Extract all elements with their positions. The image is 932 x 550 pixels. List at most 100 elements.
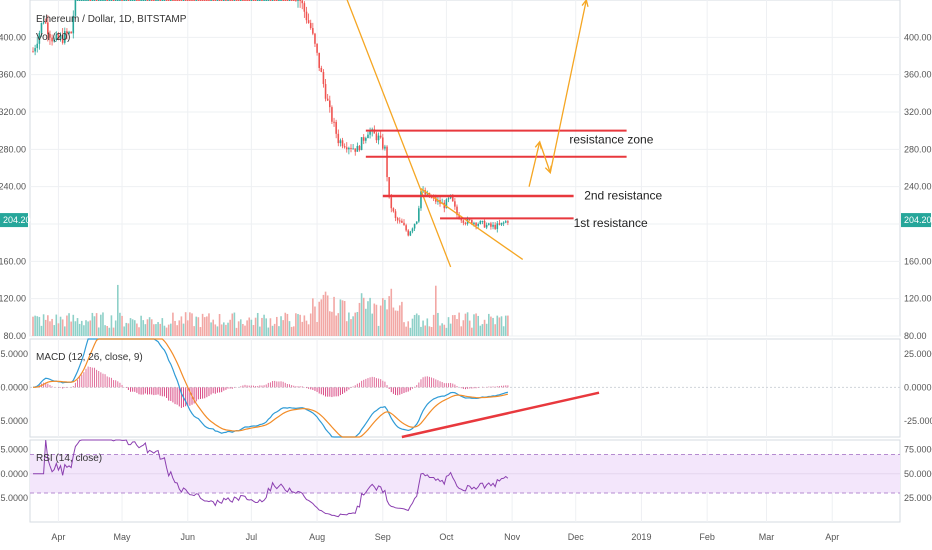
candle-body: [51, 37, 53, 42]
candle-body: [314, 33, 316, 44]
volume-bar: [307, 324, 310, 336]
volume-bar: [237, 321, 240, 336]
volume-bar: [432, 314, 435, 336]
volume-bar: [125, 322, 128, 336]
candle-body: [496, 223, 499, 229]
volume-bar: [494, 324, 496, 336]
price-tick-right: 320.00: [904, 107, 932, 117]
candle-body: [382, 137, 384, 149]
volume-bar: [248, 317, 251, 336]
candle-body: [47, 22, 49, 35]
volume-bar: [384, 299, 386, 336]
candle-body: [49, 34, 51, 38]
candle-body: [369, 131, 371, 135]
candle-body: [297, 0, 299, 1]
candle-body: [354, 148, 357, 152]
volume-bar: [365, 308, 367, 336]
candle-body: [350, 147, 352, 149]
macd-tick-left: -25.0000: [0, 416, 28, 426]
volume-bar: [53, 325, 55, 336]
candle-body: [454, 201, 456, 207]
candle-body: [301, 0, 304, 4]
volume-bar: [223, 322, 225, 336]
candle-body: [150, 0, 153, 1]
volume-bar: [263, 314, 265, 336]
macd-tick-right: 0.0000: [904, 382, 932, 392]
time-tick: Jul: [246, 532, 258, 542]
volume-bars: [32, 284, 509, 336]
volume-bar: [51, 318, 53, 336]
candle-body: [398, 220, 401, 222]
volume-bar: [66, 315, 68, 336]
last-price-tag-left: [0, 213, 28, 228]
candle-body: [418, 208, 420, 222]
volume-bar: [78, 323, 81, 336]
candle-body: [127, 0, 130, 1]
volume-bar: [218, 314, 221, 336]
annotations: resistance zone 2nd resistance 1st resista…: [346, 0, 663, 268]
candle-body: [227, 0, 229, 1]
volume-bar: [422, 320, 424, 336]
volume-bar: [80, 320, 83, 336]
time-tick: 2019: [631, 532, 651, 542]
candle-body: [502, 222, 505, 224]
volume-bar: [415, 313, 418, 336]
time-tick: Apr: [825, 532, 839, 542]
candle-body: [447, 198, 450, 200]
volume-label: Vol (20): [36, 32, 70, 43]
annotation-label: 2nd resistance: [584, 189, 662, 203]
volume-bar: [358, 302, 361, 336]
candle-body: [93, 0, 96, 1]
volume-bar: [55, 314, 58, 336]
volume-bar: [131, 319, 134, 336]
volume-bar: [411, 318, 414, 336]
volume-bar: [256, 312, 259, 336]
candle-body: [352, 148, 354, 150]
candle-body: [235, 0, 238, 1]
volume-bar: [148, 317, 151, 336]
candle-body: [184, 0, 187, 1]
volume-bar: [498, 317, 501, 336]
volume-bar: [468, 320, 471, 336]
volume-bar: [112, 327, 115, 336]
candle-body: [494, 224, 496, 229]
price-tick-left: 160.00: [0, 256, 26, 266]
candle-body: [91, 0, 94, 1]
candle-body: [259, 0, 261, 1]
volume-bar: [233, 312, 236, 336]
candle-body: [112, 0, 115, 1]
price-tick-right: 80.00: [904, 331, 927, 341]
candle-body: [460, 219, 463, 221]
volume-bar: [418, 315, 420, 336]
candle-body: [292, 0, 295, 1]
volume-bar: [119, 312, 121, 336]
candle-body: [488, 223, 490, 225]
candle-body: [80, 0, 83, 1]
candle-body: [299, 0, 301, 1]
candle-body: [208, 0, 210, 1]
volume-bar: [441, 323, 443, 336]
pane-border: [29, 0, 901, 337]
candle-body: [57, 34, 60, 40]
candle-body: [108, 0, 111, 1]
candle-body: [66, 31, 68, 34]
candle-body: [191, 0, 193, 1]
candle-body: [225, 0, 227, 1]
volume-bar: [100, 314, 102, 336]
volume-bar: [102, 312, 104, 336]
candle-body: [379, 135, 382, 138]
candles: [32, 0, 509, 237]
volume-bar: [331, 311, 333, 336]
volume-bar: [428, 326, 431, 336]
candle-body: [157, 0, 159, 1]
candle-body: [201, 0, 204, 1]
candle-body: [473, 222, 475, 225]
volume-bar: [309, 313, 312, 336]
candle-body: [231, 0, 234, 1]
volume-bar: [57, 323, 60, 336]
candle-body: [475, 222, 477, 226]
volume-bar: [343, 300, 346, 336]
arrow-head: [581, 0, 589, 7]
volume-bar: [286, 313, 289, 336]
candle-body: [95, 0, 98, 1]
